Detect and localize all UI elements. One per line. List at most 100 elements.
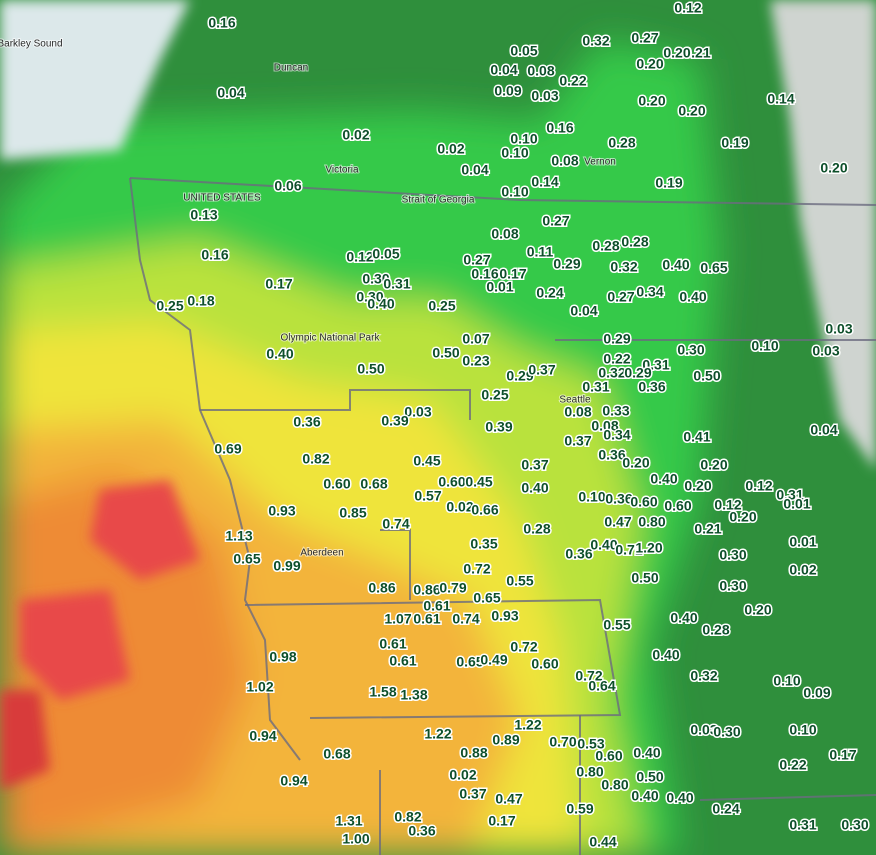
precip-label: 0.44 (589, 834, 616, 850)
place-name: Aberdeen (300, 548, 343, 559)
precip-label: 0.50 (693, 368, 720, 384)
precip-label: 0.13 (190, 207, 217, 223)
precip-label: 1.58 (369, 684, 396, 700)
precip-label: 0.20 (622, 455, 649, 471)
precip-label: 0.20 (638, 93, 665, 109)
precip-label: 0.28 (592, 238, 619, 254)
precip-label: 1.22 (514, 717, 541, 733)
precip-label: 0.20 (729, 509, 756, 525)
precip-label: 0.02 (446, 499, 473, 515)
precip-label: 0.20 (700, 457, 727, 473)
precip-label: 0.45 (465, 474, 492, 490)
precip-label: 0.64 (588, 678, 615, 694)
precip-label: 0.03 (690, 722, 717, 738)
precip-label: 0.98 (269, 649, 296, 665)
precip-label: 0.89 (492, 732, 519, 748)
precip-label: 0.60 (630, 494, 657, 510)
precip-label: 0.27 (542, 213, 569, 229)
precip-label: 0.14 (767, 91, 794, 107)
precip-label: 0.10 (789, 722, 816, 738)
precip-label: 0.80 (601, 777, 628, 793)
precip-label: 0.68 (323, 746, 350, 762)
precip-label: 0.65 (456, 654, 483, 670)
precip-label: 0.32 (582, 33, 609, 49)
precip-label: 1.02 (246, 679, 273, 695)
place-name: Victoria (325, 165, 359, 176)
precip-label: 0.40 (650, 471, 677, 487)
precip-label: 0.27 (631, 30, 658, 46)
precip-label: 0.05 (510, 43, 537, 59)
precip-label: 1.20 (635, 540, 662, 556)
precip-label: 0.03 (825, 321, 852, 337)
precip-label: 0.10 (751, 338, 778, 354)
precip-label: 1.07 (384, 611, 411, 627)
precip-label: 0.12 (674, 0, 701, 16)
precip-label: 0.29 (624, 365, 651, 381)
precip-label: 0.40 (631, 788, 658, 804)
precip-label: 0.93 (491, 608, 518, 624)
precip-label: 0.11 (527, 244, 554, 260)
place-name: Seattle (559, 395, 591, 406)
precip-label: 0.17 (829, 747, 856, 763)
precip-label: 0.25 (428, 298, 455, 314)
precip-label: 1.22 (424, 726, 451, 742)
precip-label: 0.12 (714, 497, 741, 513)
precip-label: 0.99 (273, 558, 300, 574)
place-name: Vernon (584, 157, 616, 168)
precip-label: 0.40 (266, 346, 293, 362)
precip-label: 0.28 (523, 521, 550, 537)
precip-label: 0.60 (531, 656, 558, 672)
precip-label: 0.03 (812, 343, 839, 359)
boundaries (129, 177, 876, 855)
precip-label: 0.49 (480, 652, 507, 668)
precip-label: 0.31 (776, 487, 803, 503)
precip-label: 0.79 (439, 580, 466, 596)
precip-label: 0.28 (702, 622, 729, 638)
precip-label: 0.17 (499, 266, 526, 282)
precip-label: 0.30 (841, 817, 868, 833)
precip-label: 0.37 (564, 433, 591, 449)
precip-label: 0.22 (779, 757, 806, 773)
precip-label: 0.18 (187, 293, 214, 309)
precip-label: 0.65 (700, 260, 727, 276)
precip-label: 0.02 (789, 562, 816, 578)
precip-label: 0.68 (360, 476, 387, 492)
precip-label: 0.33 (602, 403, 629, 419)
precip-label: 0.60 (595, 748, 622, 764)
precip-label: 0.74 (382, 516, 409, 532)
precip-label: 0.72 (510, 639, 537, 655)
precip-label: 0.21 (683, 45, 710, 61)
precip-label: 0.40 (679, 289, 706, 305)
precip-label: 0.04 (810, 422, 837, 438)
precip-label: 0.21 (694, 521, 721, 537)
precip-label: 0.08 (491, 226, 518, 242)
precip-label: 0.16 (201, 247, 228, 263)
precip-label: 0.55 (506, 573, 533, 589)
precip-label: 0.70 (549, 734, 576, 750)
precip-label: 0.66 (471, 502, 498, 518)
precip-label: 0.34 (636, 284, 663, 300)
precip-label: 0.36 (408, 823, 435, 839)
precip-label: 1.13 (225, 528, 252, 544)
precip-label: 0.16 (208, 15, 235, 31)
precip-label: 0.14 (531, 174, 558, 190)
precip-label: 0.34 (603, 427, 630, 443)
precip-label: 0.28 (621, 234, 648, 250)
precip-label: 0.10 (510, 131, 537, 147)
precip-label: 0.36 (293, 414, 320, 430)
precip-label: 0.17 (265, 276, 292, 292)
precip-label: 0.69 (214, 441, 241, 457)
precip-label: 0.27 (463, 252, 490, 268)
precip-label: 0.40 (652, 647, 679, 663)
precip-label: 0.94 (249, 728, 276, 744)
precip-label: 0.82 (394, 809, 421, 825)
place-name: Duncan (274, 63, 308, 74)
precip-label: 0.28 (608, 135, 635, 151)
precip-label: 0.61 (423, 598, 450, 614)
precip-label: 0.40 (670, 610, 697, 626)
precip-label: 0.23 (462, 353, 489, 369)
precip-label: 0.20 (663, 45, 690, 61)
precip-label: 1.38 (400, 687, 427, 703)
precip-label: 0.19 (655, 175, 682, 191)
